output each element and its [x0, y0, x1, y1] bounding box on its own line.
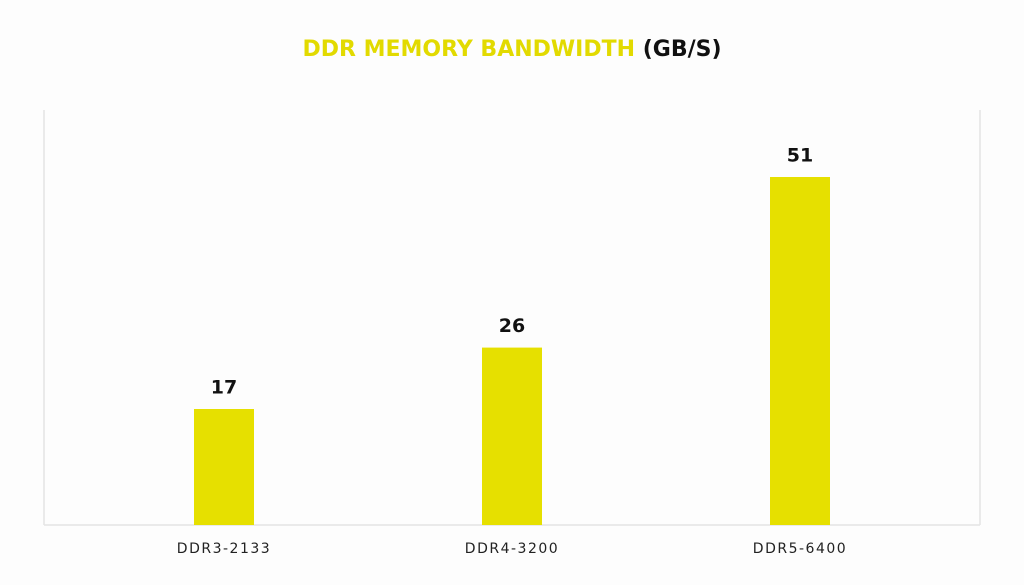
x-tick-label: DDR3-2133	[177, 541, 271, 557]
bar	[482, 347, 542, 525]
bar	[770, 177, 830, 525]
data-label: 51	[787, 145, 813, 167]
data-label: 26	[499, 315, 525, 337]
title-main: DDR MEMORY BANDWIDTH	[302, 37, 635, 62]
x-tick-label: DDR4-3200	[465, 541, 559, 557]
chart-title: DDR MEMORY BANDWIDTH (GB/S)	[302, 37, 721, 62]
bar	[194, 409, 254, 525]
title-unit: (GB/S)	[643, 37, 722, 62]
data-label: 17	[211, 377, 237, 399]
x-tick-label: DDR5-6400	[753, 541, 847, 557]
